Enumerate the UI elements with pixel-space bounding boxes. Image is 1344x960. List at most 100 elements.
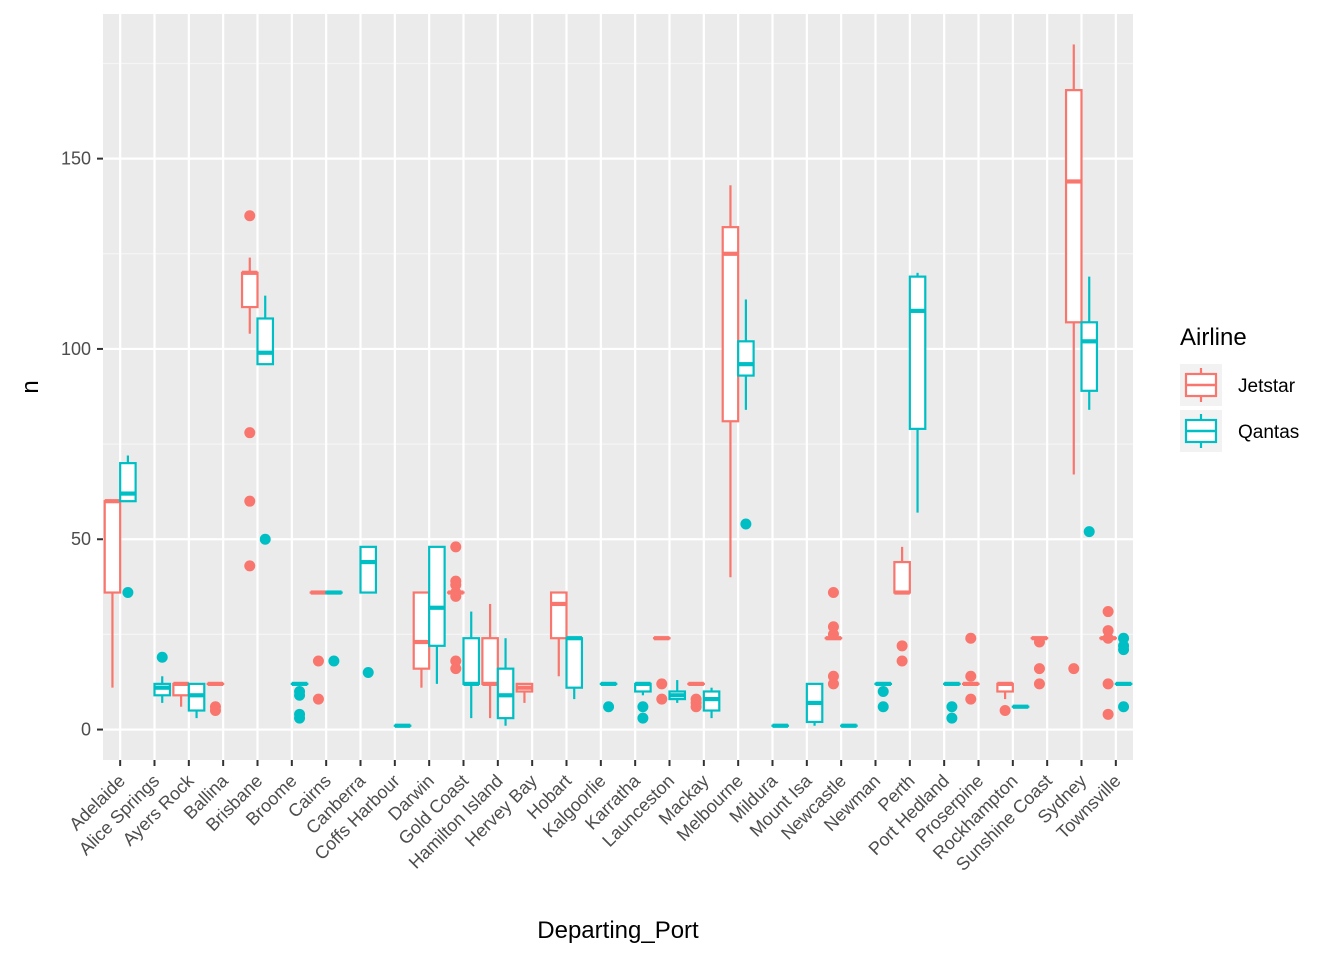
box-jetstar: [652, 636, 671, 705]
legend-entry-qantas: Qantas: [1180, 410, 1299, 452]
series-jetstar: [103, 44, 1117, 720]
box-iqr: [1080, 321, 1099, 392]
outlier-point: [946, 701, 958, 713]
box-jetstar: [721, 185, 740, 578]
box-qantas: [634, 681, 652, 724]
outlier-point: [244, 210, 256, 222]
outlier-point: [1033, 663, 1045, 675]
box-iqr: [565, 637, 584, 689]
box-jetstar: [961, 632, 980, 705]
y-tick-label: 50: [71, 529, 91, 549]
outlier-point: [740, 518, 752, 530]
outlier-point: [450, 541, 462, 553]
legend-title: Airline: [1180, 324, 1247, 351]
x-axis-title: Departing_Port: [537, 917, 699, 944]
box-jetstar: [1030, 636, 1049, 690]
box-iqr: [462, 637, 481, 685]
box-iqr: [481, 637, 499, 685]
box-jetstar: [309, 590, 328, 705]
outlier-point: [1118, 632, 1130, 644]
box-qantas: [428, 545, 446, 684]
box-series: [103, 44, 1133, 728]
box-qantas: [1114, 632, 1133, 713]
outlier-point: [965, 693, 977, 705]
box-jetstar: [515, 682, 534, 703]
box-jetstar: [481, 603, 499, 719]
outlier-point: [156, 651, 168, 663]
box-iqr: [737, 340, 755, 377]
box-iqr: [256, 317, 275, 366]
outlier-point: [1118, 644, 1130, 656]
y-tick-label: 150: [61, 149, 91, 169]
outlier-point: [896, 640, 908, 652]
box-jetstar: [206, 681, 225, 717]
box-qantas: [908, 272, 927, 513]
box-jetstar: [240, 210, 259, 572]
outlier-point: [1118, 701, 1130, 713]
box-qantas: [702, 687, 721, 719]
outlier-point: [244, 560, 256, 572]
outlier-point: [1102, 632, 1114, 644]
outlier-point: [690, 701, 702, 713]
outlier-point: [328, 655, 340, 667]
outlier-point: [877, 701, 889, 713]
outlier-point: [1033, 636, 1045, 648]
box-qantas: [737, 299, 755, 530]
outlier-point: [1102, 708, 1114, 720]
y-tick-label: 100: [61, 339, 91, 359]
box-qantas: [496, 638, 515, 726]
box-jetstar: [1099, 606, 1117, 720]
box-qantas: [565, 636, 584, 700]
outlier-point: [946, 712, 958, 724]
box-iqr: [1064, 89, 1083, 324]
outlier-point: [1102, 678, 1114, 690]
outlier-point: [603, 701, 615, 713]
box-qantas: [599, 681, 618, 713]
outlier-point: [362, 666, 374, 678]
plot-panel: [103, 14, 1133, 760]
box-qantas: [325, 590, 343, 667]
outlier-point: [1102, 625, 1114, 637]
outlier-point: [294, 712, 306, 724]
outlier-point: [656, 678, 668, 690]
box-jetstar: [996, 681, 1014, 717]
box-iqr: [549, 591, 568, 640]
box-jetstar: [446, 541, 465, 675]
legend-label: Qantas: [1238, 422, 1299, 443]
outlier-point: [244, 495, 256, 507]
outlier-point: [312, 655, 324, 667]
box-qantas: [874, 681, 893, 713]
outlier-point: [827, 628, 839, 640]
box-qantas: [359, 545, 378, 678]
outlier-point: [827, 678, 839, 690]
box-jetstar: [549, 591, 568, 677]
outlier-point: [877, 685, 889, 697]
box-iqr: [240, 271, 259, 309]
box-qantas: [805, 682, 824, 726]
outlier-point: [294, 689, 306, 701]
outlier-point: [122, 587, 134, 599]
outlier-point: [827, 670, 839, 682]
outlier-point: [209, 705, 221, 717]
box-iqr: [893, 560, 911, 594]
box-iqr: [908, 275, 927, 430]
y-tick-label: 0: [81, 720, 91, 740]
outlier-point: [637, 712, 649, 724]
box-qantas: [668, 680, 687, 703]
box-jetstar: [103, 499, 122, 688]
box-iqr: [428, 545, 446, 647]
box-jetstar: [824, 587, 843, 690]
outlier-point: [965, 670, 977, 682]
box-qantas: [462, 611, 481, 719]
outlier-point: [259, 533, 271, 545]
outlier-point: [827, 587, 839, 599]
outlier-point: [656, 693, 668, 705]
box-jetstar: [412, 591, 431, 688]
legend-entry-jetstar: Jetstar: [1180, 364, 1296, 406]
box-qantas: [187, 682, 206, 719]
box-iqr: [359, 545, 378, 594]
outlier-point: [1033, 678, 1045, 690]
y-axis: 0 50 100 150: [61, 149, 103, 740]
